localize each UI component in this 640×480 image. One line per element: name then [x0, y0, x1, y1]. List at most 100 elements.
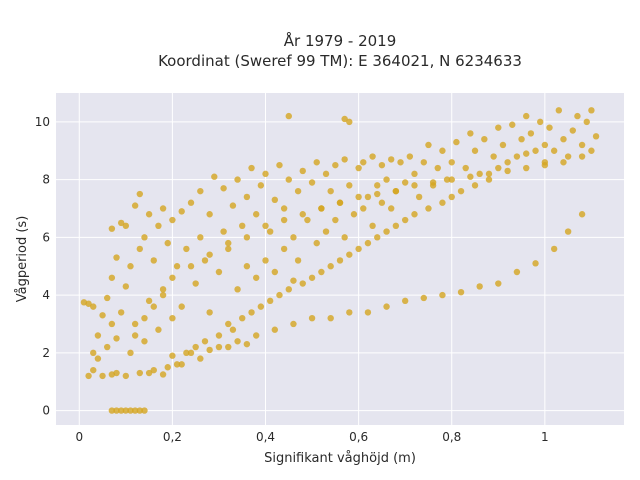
data-point: [527, 130, 535, 137]
data-point: [401, 216, 409, 224]
y-tick-label: 2: [42, 346, 50, 360]
data-point: [327, 263, 334, 270]
data-point: [243, 340, 251, 348]
data-point: [159, 291, 167, 299]
data-point: [113, 335, 120, 342]
data-point: [425, 141, 432, 149]
data-point: [90, 303, 97, 310]
data-point: [360, 159, 367, 166]
data-point: [155, 222, 162, 229]
data-point: [257, 182, 265, 189]
data-point: [215, 343, 223, 351]
data-point: [574, 112, 581, 120]
data-point: [239, 222, 246, 229]
data-point: [378, 199, 386, 206]
data-point: [327, 314, 334, 322]
data-point: [266, 297, 274, 305]
data-point: [159, 371, 167, 378]
data-point: [504, 167, 511, 175]
data-point: [141, 314, 148, 322]
data-point: [271, 326, 279, 333]
data-point: [439, 147, 446, 154]
data-point: [248, 164, 255, 172]
data-point: [308, 179, 316, 186]
data-point: [453, 138, 460, 146]
data-point: [397, 159, 404, 166]
data-point: [383, 176, 390, 183]
data-point: [229, 326, 237, 333]
data-point: [192, 280, 199, 287]
data-point: [350, 211, 358, 218]
data-point: [215, 332, 223, 339]
data-point: [127, 263, 134, 270]
data-point: [159, 286, 167, 293]
data-point: [411, 182, 418, 189]
data-point: [448, 193, 455, 201]
data-point: [388, 205, 395, 212]
data-point: [336, 257, 344, 264]
data-point: [150, 366, 157, 374]
x-tick-label: 0: [75, 430, 83, 444]
data-point: [378, 161, 386, 169]
y-tick-label: 4: [42, 288, 50, 302]
data-point: [509, 121, 516, 128]
data-point: [141, 407, 148, 414]
data-point: [131, 320, 139, 328]
data-point: [169, 352, 176, 359]
data-point: [252, 332, 260, 339]
data-point: [94, 355, 102, 362]
data-point: [322, 228, 330, 235]
data-point: [239, 314, 246, 322]
data-point: [401, 179, 409, 186]
data-point: [90, 366, 97, 374]
y-tick-label: 8: [42, 173, 50, 187]
data-point: [439, 199, 446, 206]
data-point: [201, 338, 209, 345]
data-point: [285, 286, 292, 293]
data-point: [169, 314, 176, 322]
data-point: [490, 153, 497, 160]
data-point: [550, 147, 558, 154]
data-point: [266, 228, 274, 235]
x-tick-label: 0,4: [256, 430, 275, 444]
data-point: [108, 274, 116, 281]
data-point: [523, 112, 530, 120]
data-point: [206, 346, 213, 354]
data-point: [262, 170, 269, 178]
data-point: [178, 208, 185, 215]
data-point: [434, 164, 441, 172]
data-point: [178, 361, 185, 368]
data-point: [578, 153, 586, 160]
data-point: [425, 205, 432, 212]
data-point: [569, 127, 576, 134]
data-point: [145, 297, 153, 305]
data-point: [150, 303, 157, 310]
data-point: [294, 187, 302, 195]
data-point: [104, 294, 111, 302]
data-point: [243, 193, 251, 201]
data-point: [117, 407, 125, 414]
data-point: [476, 170, 483, 178]
data-point: [485, 170, 493, 178]
data-point: [127, 407, 134, 414]
data-point: [108, 407, 116, 414]
data-point: [541, 161, 549, 169]
data-point: [583, 118, 590, 126]
data-point: [392, 187, 400, 195]
data-point: [206, 309, 213, 316]
data-point: [225, 320, 232, 328]
data-point: [136, 245, 144, 253]
x-tick-label: 0,8: [442, 430, 461, 444]
data-point: [113, 254, 120, 261]
data-point: [136, 190, 144, 198]
data-point: [564, 153, 572, 160]
x-tick-label: 0,6: [349, 430, 368, 444]
y-axis-label: Vågperiod (s): [15, 216, 30, 303]
data-point: [308, 314, 316, 322]
data-point: [355, 164, 362, 172]
data-point: [131, 202, 139, 209]
data-point: [215, 268, 223, 276]
data-point: [346, 182, 353, 189]
data-point: [183, 245, 190, 253]
